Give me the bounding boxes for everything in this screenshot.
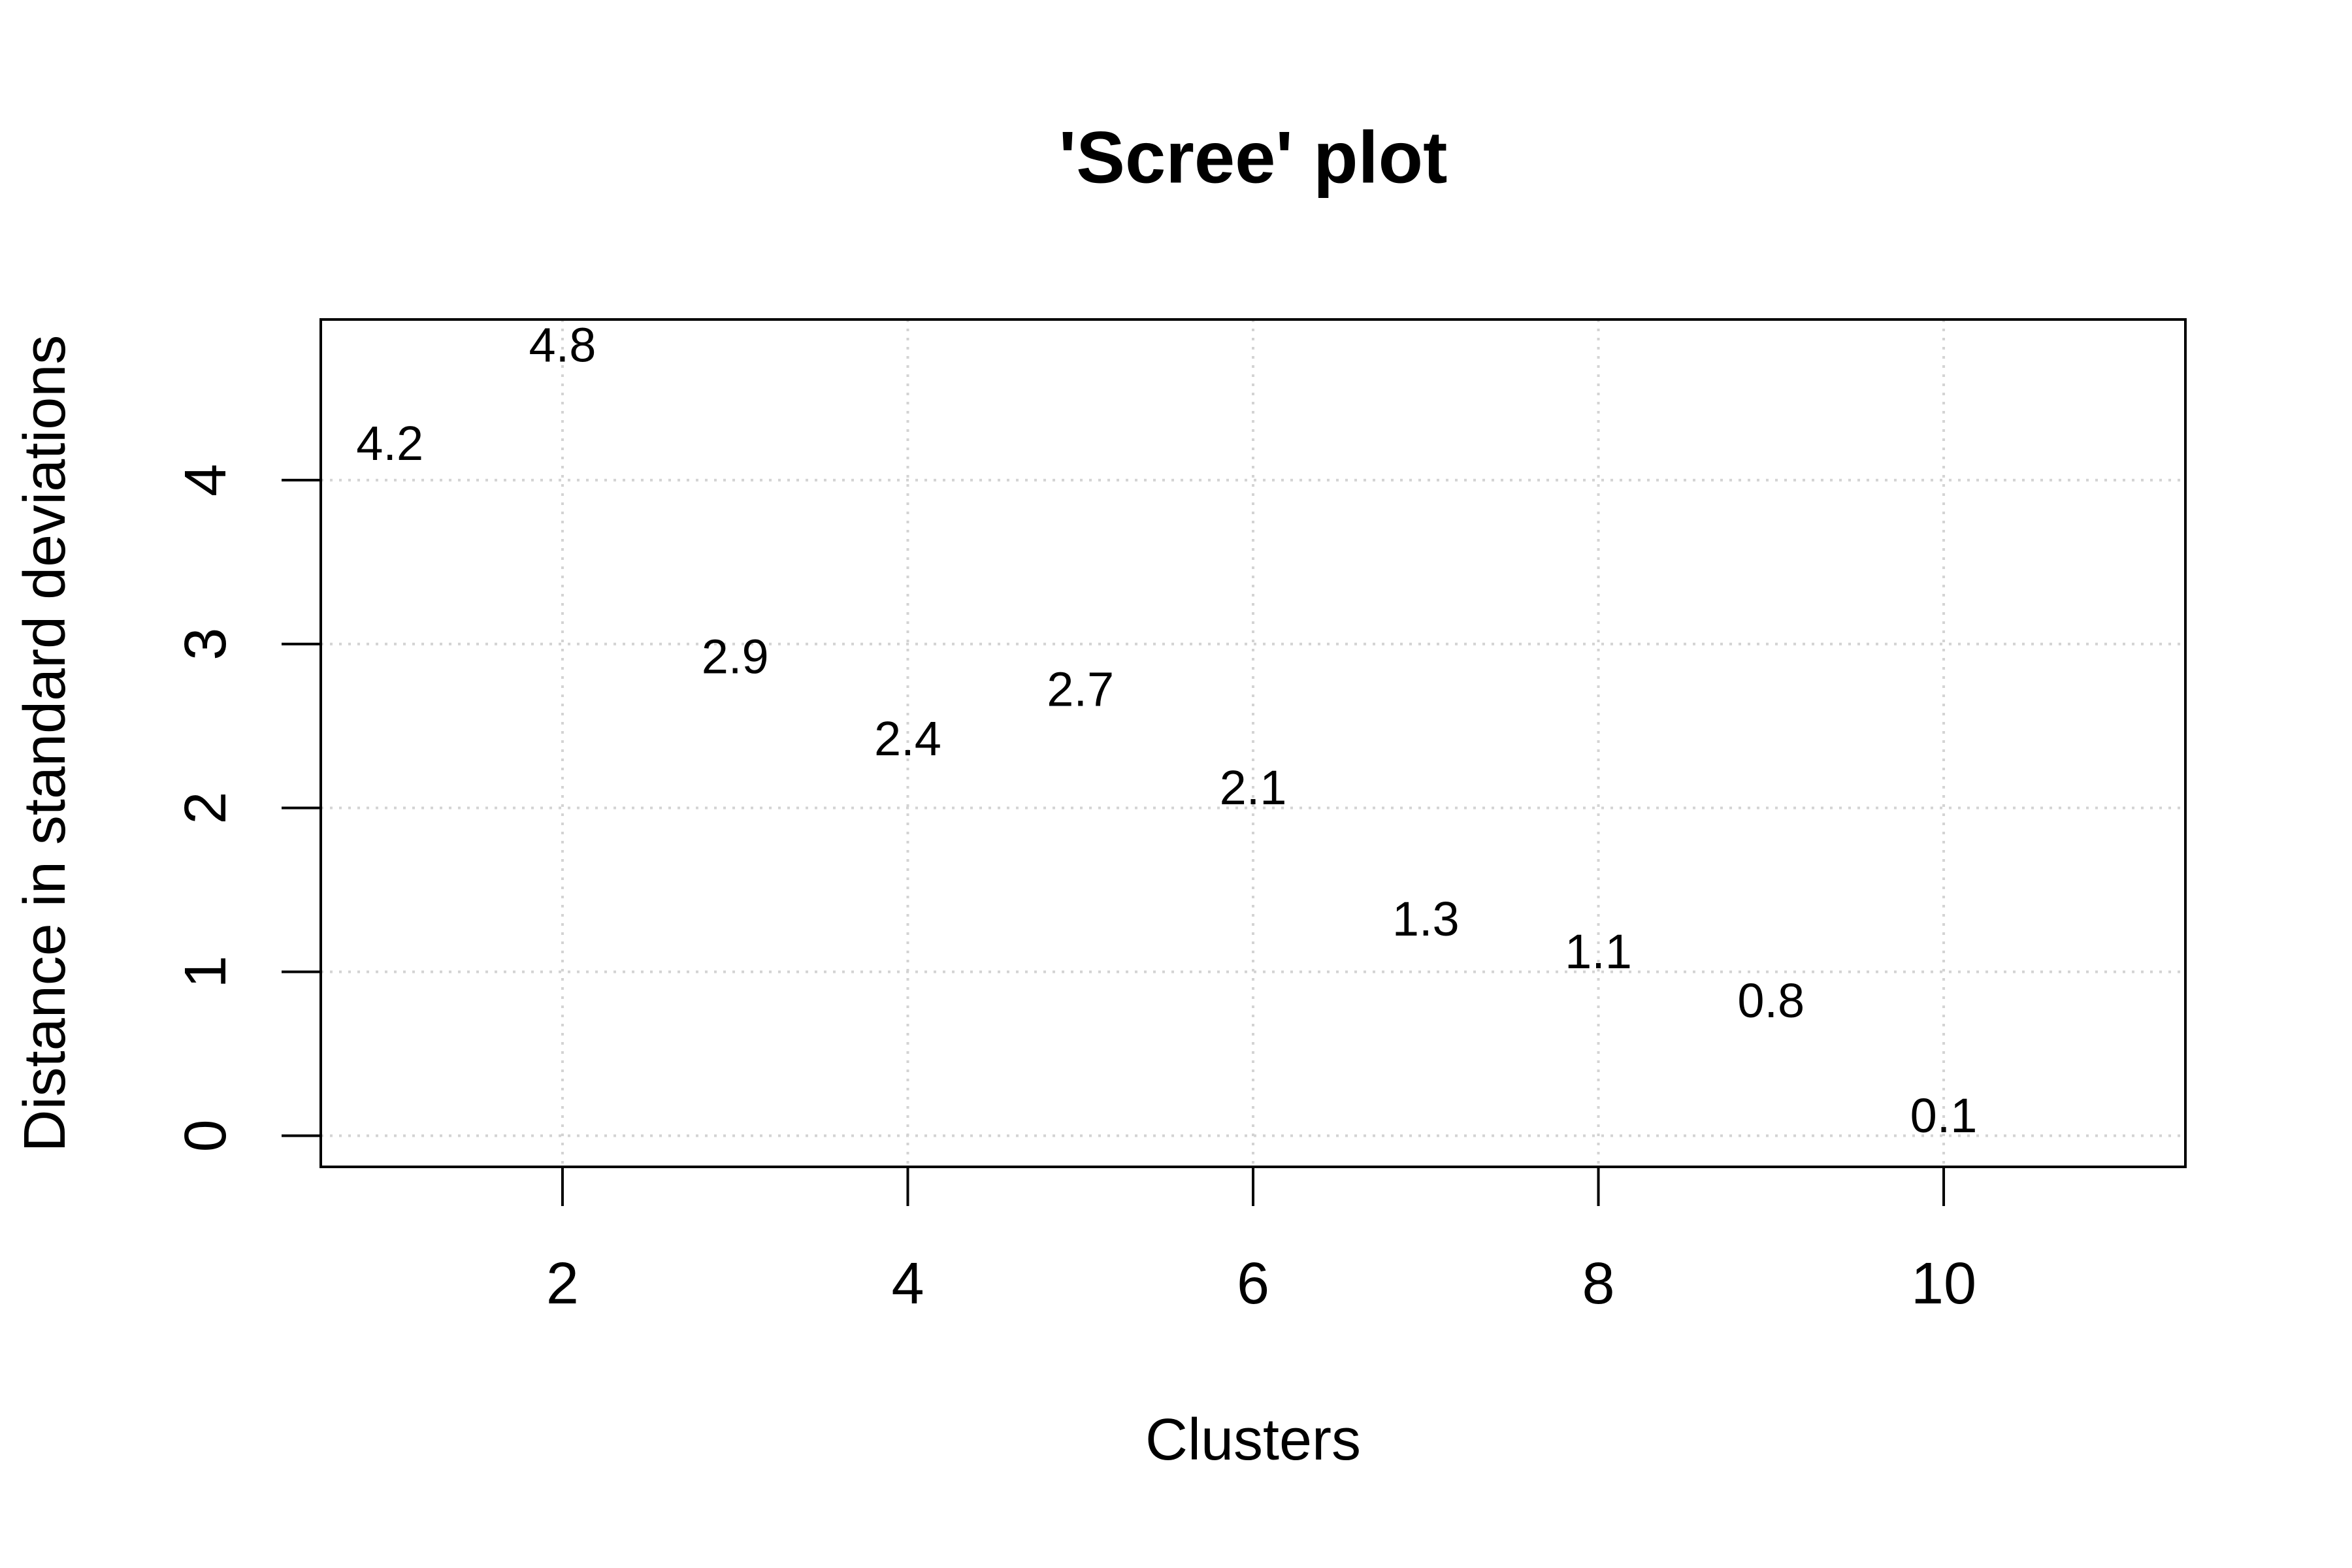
point-label: 4.8	[529, 318, 596, 372]
point-label: 1.3	[1392, 892, 1460, 946]
x-tick-label: 10	[1911, 1251, 1976, 1316]
x-axis-label: Clusters	[1145, 1407, 1361, 1473]
point-label: 2.9	[702, 629, 769, 683]
point-label: 2.7	[1047, 662, 1114, 717]
x-tick-label: 4	[891, 1251, 924, 1316]
point-label: 2.1	[1220, 760, 1287, 815]
y-tick-label: 3	[173, 628, 238, 661]
y-axis-label: Distance in standard deviations	[12, 335, 78, 1152]
y-tick-label: 4	[173, 464, 238, 497]
y-tick-label: 1	[173, 955, 238, 988]
point-label: 1.1	[1565, 924, 1632, 979]
x-tick-label: 2	[546, 1251, 579, 1316]
point-label: 2.4	[874, 711, 941, 766]
y-tick-label: 2	[173, 792, 238, 825]
plot-frame	[319, 318, 2187, 1168]
point-label: 0.8	[1737, 973, 1805, 1028]
y-tick-label: 0	[173, 1119, 238, 1152]
x-tick-label: 6	[1237, 1251, 1269, 1316]
point-label: 0.1	[1910, 1088, 1978, 1143]
point-label: 4.2	[356, 416, 423, 470]
chart-title: 'Scree' plot	[1059, 117, 1448, 199]
x-tick-label: 8	[1582, 1251, 1614, 1316]
